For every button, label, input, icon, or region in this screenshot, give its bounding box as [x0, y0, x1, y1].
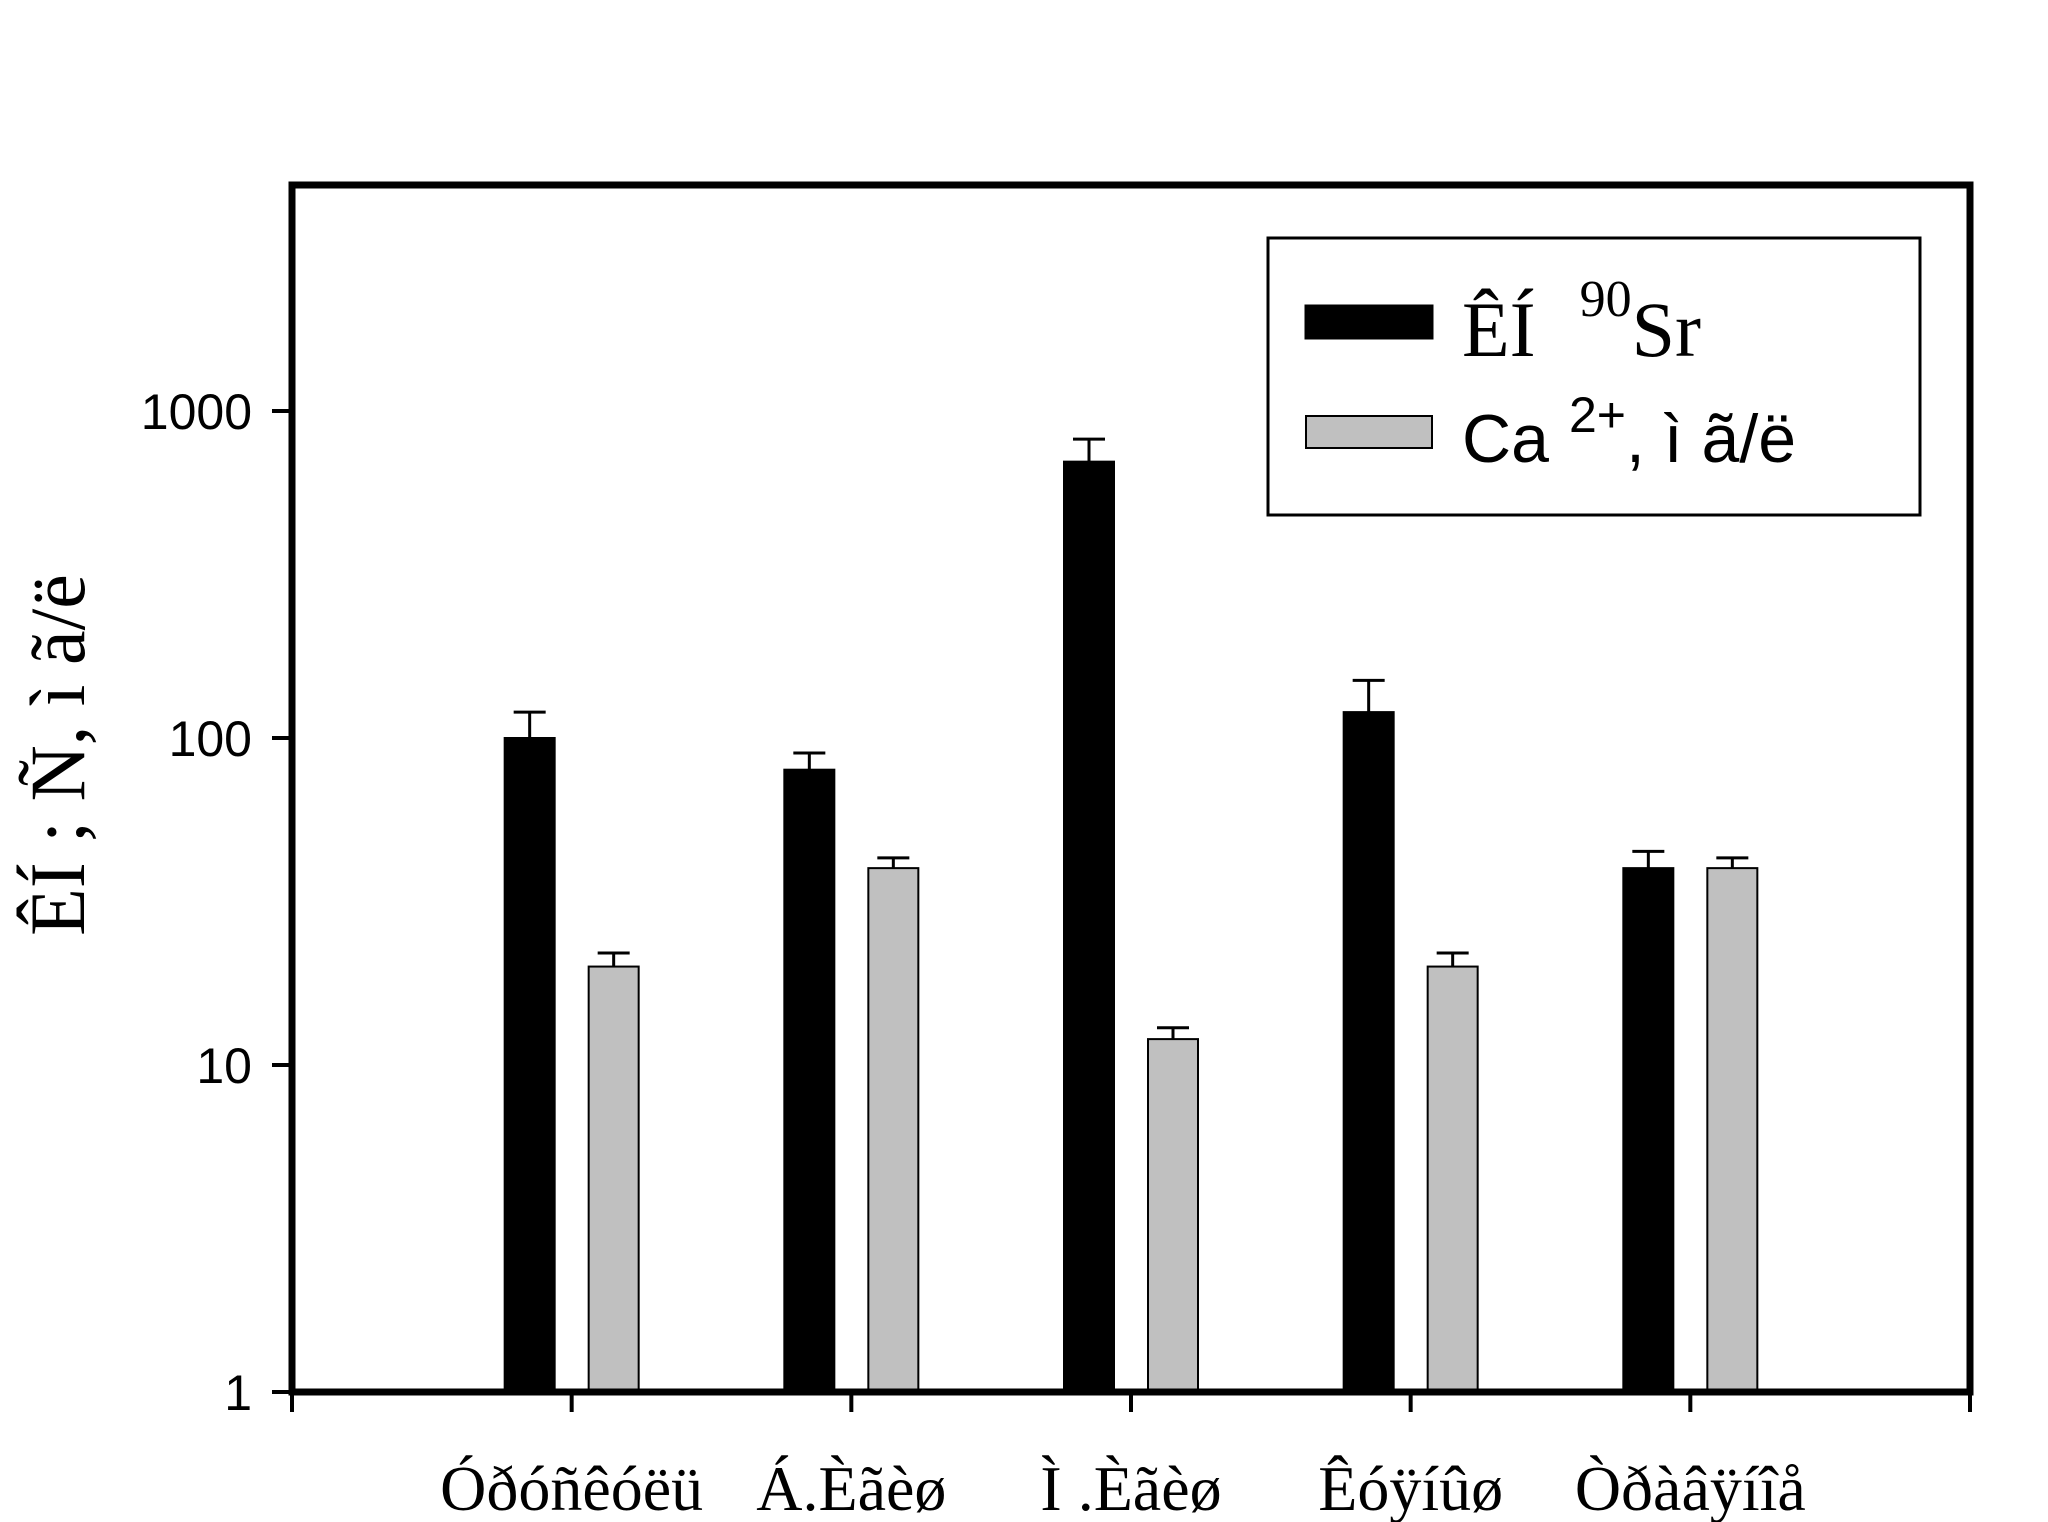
y-tick-label: 1 — [224, 1365, 252, 1421]
legend-label-series-2: Ca 2+, ì ã/ë — [1462, 387, 1796, 477]
x-tick-label: Òðàâÿíîå — [1575, 1453, 1806, 1522]
x-tick-label: Óðóñêóëü — [440, 1453, 703, 1522]
bar-series-2 — [1428, 967, 1478, 1392]
y-tick-label: 100 — [169, 711, 252, 767]
legend-swatch-series-2 — [1306, 416, 1432, 448]
error-bars-layer — [514, 439, 1749, 1039]
bar-series-1 — [1623, 868, 1673, 1392]
x-tick-label: Ì .Èãèø — [1040, 1453, 1221, 1522]
bar-series-1 — [1344, 712, 1394, 1392]
bar-series-2 — [589, 967, 639, 1392]
bar-series-2 — [1148, 1039, 1198, 1392]
y-axis: 1 10 100 1000 — [141, 384, 292, 1421]
x-axis: Óðóñêóëü Á.Èãèø Ì .Èãèø Êóÿíûø Òðàâÿíîå — [292, 1392, 1970, 1522]
x-tick-label: Á.Èãèø — [756, 1453, 946, 1522]
bar-series-2 — [1707, 868, 1757, 1392]
bars-layer — [505, 462, 1758, 1392]
y-tick-label: 1000 — [141, 384, 252, 440]
bar-series-1 — [505, 738, 555, 1392]
bar-series-1 — [1064, 462, 1114, 1392]
y-axis-label: ÊÍ ; Ñ, ì ã/ë — [14, 574, 101, 936]
y-tick-label: 10 — [196, 1038, 252, 1094]
bar-series-1 — [784, 770, 834, 1392]
legend: ÊÍ 90Sr Ca 2+, ì ã/ë — [1268, 238, 1920, 515]
bar-series-2 — [868, 868, 918, 1392]
legend-swatch-series-1 — [1306, 306, 1432, 338]
x-tick-label: Êóÿíûø — [1318, 1453, 1503, 1522]
